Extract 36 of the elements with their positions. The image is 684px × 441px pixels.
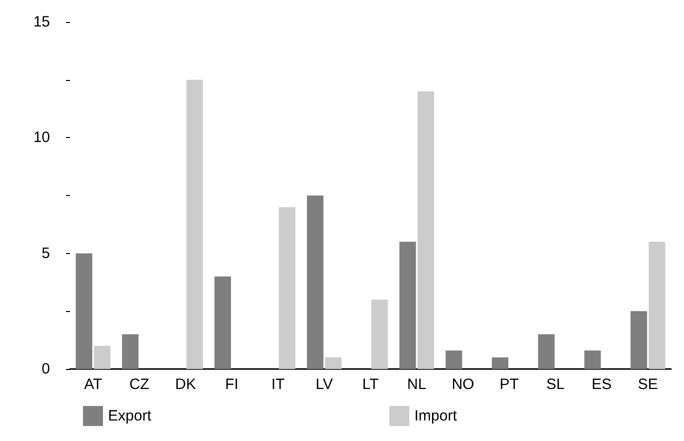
bar xyxy=(584,350,601,369)
bar xyxy=(399,242,416,369)
y-tick-label: 10 xyxy=(33,129,50,146)
bar xyxy=(648,242,666,369)
bar xyxy=(446,350,462,369)
x-tick-label: CZ xyxy=(129,376,150,393)
bar xyxy=(76,253,92,369)
bar xyxy=(325,357,342,369)
y-tick-label: 15 xyxy=(33,14,50,30)
bar xyxy=(186,80,203,369)
x-tick-label: IT xyxy=(271,376,285,393)
x-tick-label: SL xyxy=(546,376,565,393)
bar xyxy=(122,334,139,369)
x-tick-label: NO xyxy=(452,376,474,393)
legend-label: Export xyxy=(108,408,152,424)
y-tick-label: 0 xyxy=(42,360,50,378)
x-tick-label: PT xyxy=(500,376,519,393)
bar xyxy=(371,300,388,369)
x-tick-label: LV xyxy=(316,376,333,393)
x-tick-label: DK xyxy=(175,376,196,393)
bar xyxy=(278,207,296,369)
y-tick-label: 5 xyxy=(42,244,50,262)
bar xyxy=(94,346,110,369)
x-tick-label: ES xyxy=(592,376,612,393)
x-tick-label: LT xyxy=(362,376,379,393)
bar xyxy=(492,357,508,369)
bar xyxy=(214,276,231,369)
legend-label: Import xyxy=(414,408,458,424)
bar xyxy=(306,196,324,369)
bar xyxy=(418,91,434,369)
x-tick-label: AT xyxy=(84,376,102,393)
x-tick-label: SE xyxy=(638,376,658,393)
x-tick-label: NL xyxy=(407,376,426,393)
bar xyxy=(538,334,555,369)
x-tick-label: FI xyxy=(225,376,238,393)
bar xyxy=(630,311,648,369)
